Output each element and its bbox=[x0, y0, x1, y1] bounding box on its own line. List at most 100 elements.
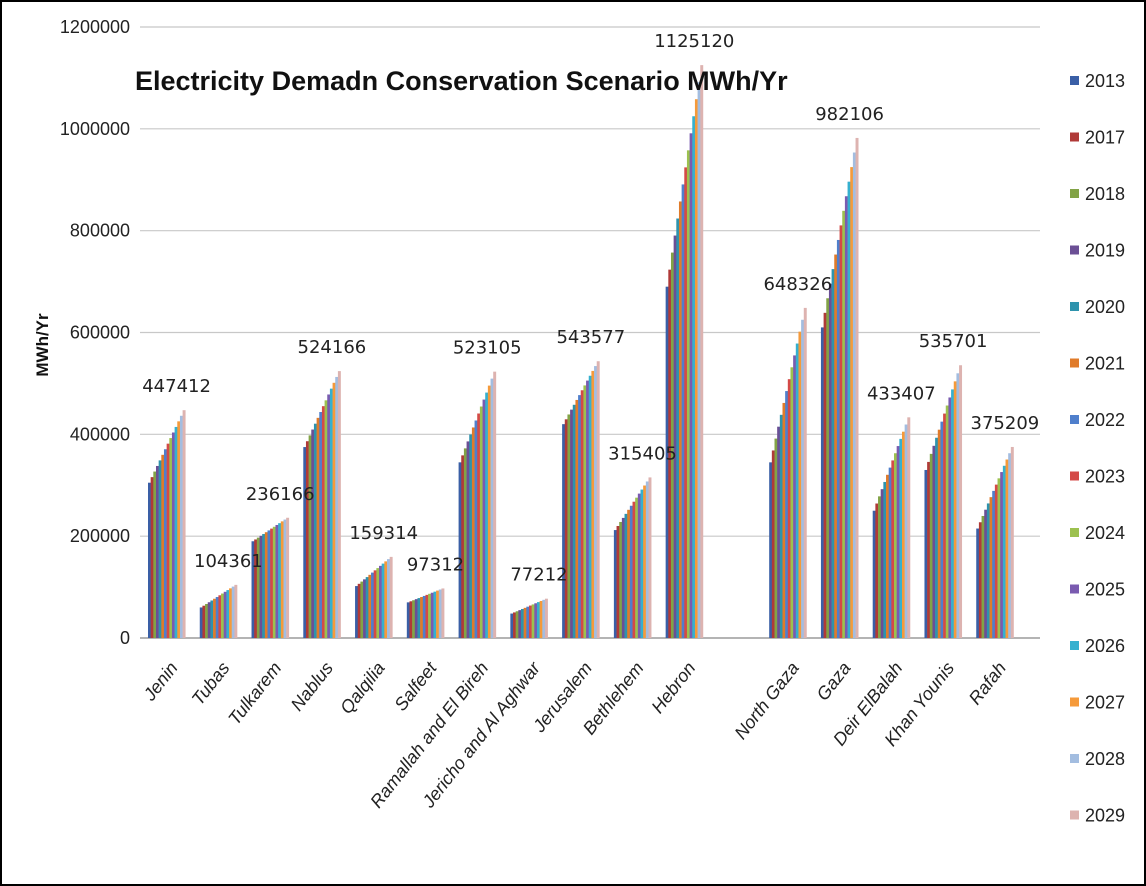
bar bbox=[528, 605, 532, 638]
x-tick-label: North Gaza bbox=[731, 658, 803, 743]
bar bbox=[578, 395, 582, 638]
bar bbox=[878, 496, 881, 638]
bar bbox=[875, 503, 879, 638]
bar bbox=[536, 602, 540, 638]
bar bbox=[311, 429, 315, 638]
bar bbox=[213, 598, 217, 638]
x-tick-label: Gaza bbox=[812, 658, 854, 704]
bar bbox=[956, 373, 960, 638]
bar bbox=[777, 426, 781, 638]
y-tick-label: 1200000 bbox=[60, 17, 130, 37]
bar bbox=[847, 181, 851, 639]
bar bbox=[490, 378, 494, 638]
bar bbox=[231, 586, 235, 638]
bar bbox=[801, 319, 805, 638]
bar bbox=[927, 461, 931, 638]
bar bbox=[365, 577, 369, 638]
bar bbox=[368, 574, 372, 638]
data-label: 159314 bbox=[349, 523, 418, 544]
bar bbox=[855, 137, 859, 638]
bar bbox=[645, 481, 649, 638]
bar bbox=[155, 465, 159, 638]
bar bbox=[218, 595, 222, 638]
legend-entry: 2013 bbox=[1085, 71, 1125, 91]
bar bbox=[820, 327, 824, 638]
bar bbox=[441, 588, 445, 638]
bar bbox=[586, 380, 590, 638]
y-axis: 0 200000 400000 600000 800000 1000000 1200000 bbox=[60, 17, 130, 648]
bar bbox=[458, 462, 462, 638]
bar bbox=[471, 427, 475, 638]
bar bbox=[692, 116, 696, 638]
bar bbox=[899, 438, 903, 638]
bar bbox=[376, 568, 380, 638]
bar bbox=[363, 579, 367, 638]
x-tick-label: Tulkarem bbox=[224, 658, 285, 728]
bar bbox=[1000, 472, 1004, 638]
bar bbox=[984, 509, 988, 638]
bar bbox=[795, 343, 799, 638]
bar bbox=[951, 389, 955, 638]
bar bbox=[673, 235, 677, 639]
bar bbox=[684, 167, 688, 638]
bar bbox=[278, 523, 282, 638]
bar bbox=[259, 535, 263, 638]
bar bbox=[215, 597, 219, 638]
bar bbox=[267, 530, 271, 638]
bar bbox=[790, 367, 794, 638]
x-tick-label: Jenin bbox=[139, 658, 182, 705]
bar bbox=[430, 592, 434, 638]
bar bbox=[826, 298, 830, 638]
bar bbox=[166, 443, 170, 638]
bar bbox=[643, 485, 647, 638]
bar bbox=[896, 446, 900, 638]
bar bbox=[774, 438, 778, 638]
bar bbox=[161, 454, 165, 638]
bar bbox=[461, 455, 465, 638]
bar bbox=[272, 526, 276, 638]
legend-swatch bbox=[1070, 415, 1079, 424]
bar bbox=[883, 481, 887, 638]
bar bbox=[329, 388, 333, 638]
bar bbox=[182, 410, 186, 638]
data-label: 104361 bbox=[194, 551, 263, 572]
legend-swatch bbox=[1070, 697, 1079, 707]
bar bbox=[779, 414, 783, 638]
bar bbox=[234, 584, 238, 638]
bar bbox=[534, 603, 538, 638]
bar bbox=[803, 307, 807, 638]
bar bbox=[787, 379, 791, 638]
bar bbox=[518, 610, 522, 638]
legend-swatch bbox=[1070, 245, 1079, 255]
bar bbox=[544, 598, 548, 638]
bar bbox=[414, 599, 418, 638]
bar bbox=[316, 417, 320, 638]
bar bbox=[648, 477, 652, 638]
data-label: 236166 bbox=[246, 484, 315, 505]
bar bbox=[697, 82, 701, 639]
bar bbox=[1005, 459, 1009, 638]
y-tick-label: 200000 bbox=[70, 526, 130, 546]
data-label: 543577 bbox=[556, 327, 625, 348]
bar bbox=[572, 404, 576, 638]
bar bbox=[303, 447, 307, 638]
bar bbox=[150, 477, 154, 638]
bar bbox=[409, 601, 413, 638]
bar bbox=[321, 406, 325, 638]
bar bbox=[570, 409, 574, 638]
bar bbox=[360, 581, 364, 638]
bar bbox=[153, 471, 157, 638]
bar bbox=[313, 423, 317, 638]
bar bbox=[907, 417, 911, 638]
data-label: 375209 bbox=[971, 413, 1040, 434]
bar bbox=[994, 484, 998, 638]
bar bbox=[286, 517, 290, 638]
chart-title: Electricity Demadn Conservation Scenario… bbox=[135, 66, 788, 96]
bar bbox=[842, 210, 846, 638]
bar bbox=[945, 405, 949, 638]
bar bbox=[526, 606, 530, 638]
bar bbox=[782, 402, 786, 638]
bar bbox=[324, 400, 328, 638]
bar bbox=[613, 530, 617, 638]
legend-swatch bbox=[1070, 358, 1079, 368]
